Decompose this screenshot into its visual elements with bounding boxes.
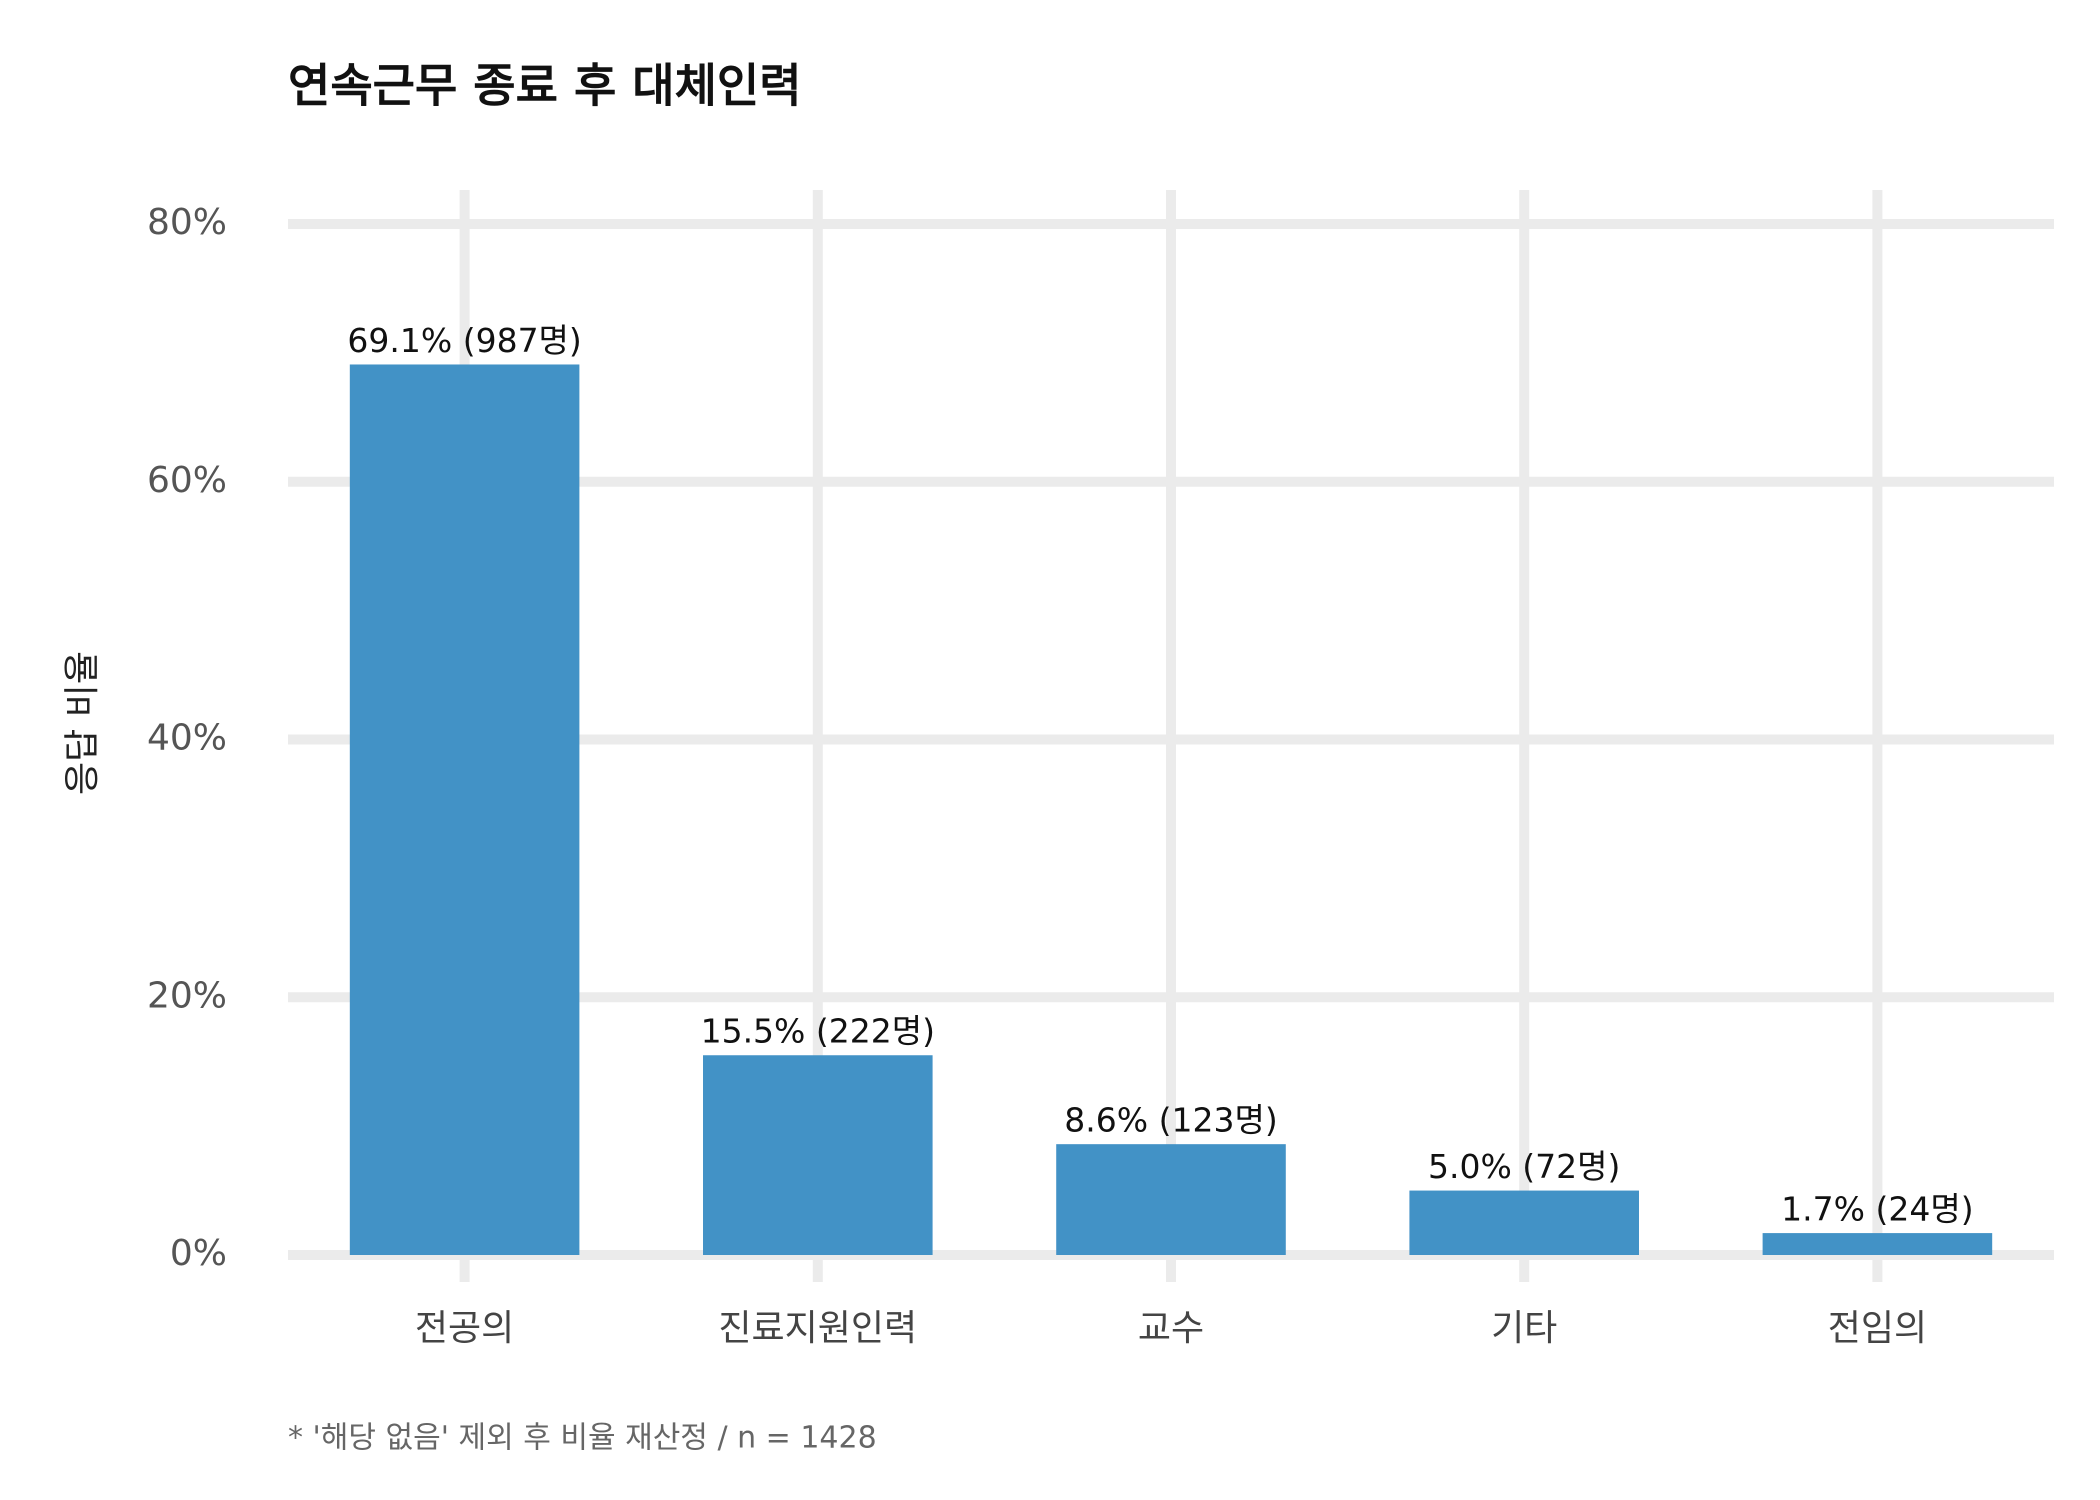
value-label: 1.7% (24명) [1781, 1190, 1973, 1229]
y-tick-label: 80% [147, 202, 227, 243]
x-tick-label: 전임의 [1828, 1308, 1927, 1349]
bar [1409, 1190, 1639, 1255]
x-tick-label: 기타 [1491, 1308, 1557, 1349]
bar [349, 364, 580, 1255]
y-tick-label: 60% [147, 460, 227, 501]
value-label: 69.1% (987명) [347, 321, 581, 360]
x-tick-label: 전공의 [415, 1308, 514, 1349]
value-label: 15.5% (222명) [701, 1012, 935, 1051]
y-tick-label: 20% [147, 975, 227, 1016]
x-tick-label: 교수 [1138, 1308, 1204, 1349]
bar [1056, 1144, 1286, 1255]
x-tick-label: 진료지원인력 [718, 1308, 917, 1349]
chart-title: 연속근무 종료 후 대체인력 [288, 59, 802, 113]
bar [1762, 1233, 1993, 1255]
value-label: 5.0% (72명) [1428, 1147, 1620, 1186]
y-axis-label: 응답 비율 [62, 651, 103, 795]
value-label: 8.6% (123명) [1064, 1101, 1277, 1140]
caption: * '해당 없음' 제외 후 비율 재산정 / n = 1428 [288, 1421, 877, 1456]
bar [703, 1055, 933, 1255]
y-tick-label: 0% [170, 1233, 227, 1274]
y-tick-label: 40% [147, 718, 227, 759]
